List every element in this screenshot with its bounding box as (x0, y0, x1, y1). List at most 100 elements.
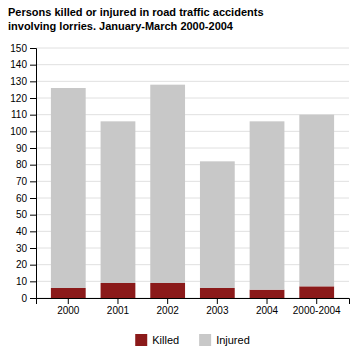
title: Persons killed or injured in road traffi… (8, 6, 264, 32)
x-tick: 2000 (57, 298, 80, 316)
bar (299, 286, 334, 298)
bar (101, 121, 136, 283)
y-tick-label: 40 (16, 226, 28, 237)
y-tick: 0 (21, 293, 36, 304)
bar (51, 288, 86, 298)
x-axis-line (37, 299, 350, 305)
grid-line (36, 64, 349, 65)
legend: Killed Injured (135, 334, 250, 346)
x-tick-mark (68, 298, 69, 304)
x-tick-label: 2003 (206, 305, 229, 316)
y-tick: 10 (16, 276, 36, 287)
title-line: Persons killed or injured in road traffi… (8, 6, 264, 18)
y-tick: 70 (16, 176, 36, 187)
y-tick-mark (30, 248, 36, 249)
legend-swatch (135, 334, 147, 346)
y-tick: 100 (10, 126, 36, 137)
y-axis-line (30, 49, 37, 299)
y-tick-mark (30, 265, 36, 266)
x-tick: 2000-2004 (293, 298, 341, 316)
y-tick-mark (30, 65, 36, 66)
y-tick-label: 80 (16, 159, 28, 170)
y-tick-mark (30, 165, 36, 166)
bars (51, 85, 334, 298)
x-tick: 2003 (206, 298, 229, 316)
series (51, 283, 334, 298)
x-tick-label: 2000 (57, 305, 80, 316)
plot: 0 10 20 30 40 50 60 70 80 90 100 110 120 130 140 150 200… (10, 43, 349, 316)
y-tick-label: 0 (21, 293, 27, 304)
y-tick-mark (30, 148, 36, 149)
y-axis: 0 10 20 30 40 50 60 70 80 90 100 110 120 130 140 150 (10, 43, 36, 304)
y-tick-label: 70 (16, 176, 28, 187)
legend-label: Injured (216, 334, 250, 346)
y-tick-mark (30, 98, 36, 99)
y-tick-label: 50 (16, 209, 28, 220)
y-tick-label: 120 (10, 93, 27, 104)
legend-item: Killed (135, 334, 179, 346)
bar (200, 161, 235, 288)
y-tick: 60 (16, 193, 36, 204)
x-tick-mark (117, 298, 118, 304)
y-tick-label: 130 (10, 76, 27, 87)
y-tick-label: 60 (16, 193, 28, 204)
y-tick-mark (30, 215, 36, 216)
x-tick: 2004 (256, 298, 279, 316)
bar (299, 115, 334, 287)
y-tick-mark (30, 81, 36, 82)
series (51, 85, 334, 290)
y-tick-mark (30, 281, 36, 282)
x-tick-mark (267, 298, 268, 304)
x-tick-label: 2001 (107, 305, 130, 316)
y-tick-mark (30, 231, 36, 232)
title-line: involving lorries. January-March 2000-20… (8, 20, 234, 32)
x-tick-label: 2004 (256, 305, 279, 316)
y-tick: 50 (16, 209, 36, 220)
y-tick: 90 (16, 143, 36, 154)
y-tick: 40 (16, 226, 36, 237)
bar (150, 283, 185, 298)
chart: Persons killed or injured in road traffi… (0, 0, 361, 360)
bar (250, 121, 285, 289)
bar (200, 288, 235, 298)
y-tick-mark (30, 48, 36, 49)
bar (101, 283, 136, 298)
grid (36, 48, 349, 298)
y-tick-mark (30, 115, 36, 116)
bar (150, 85, 185, 283)
y-tick: 150 (10, 43, 36, 54)
y-tick-label: 20 (16, 259, 28, 270)
x-tick-mark (217, 298, 218, 304)
bar (250, 290, 285, 298)
x-tick-mark (167, 298, 168, 304)
y-tick: 20 (16, 259, 36, 270)
legend-label: Killed (152, 334, 179, 346)
y-tick-mark (30, 131, 36, 132)
y-tick: 110 (11, 109, 36, 120)
y-tick: 80 (16, 159, 36, 170)
legend-item: Injured (199, 334, 250, 346)
y-tick-label: 140 (10, 59, 27, 70)
y-tick: 130 (10, 76, 36, 87)
x-tick: 2002 (157, 298, 180, 316)
y-tick-label: 90 (16, 143, 28, 154)
y-tick: 140 (10, 59, 36, 70)
grid-line (36, 48, 349, 49)
grid-line (36, 81, 349, 82)
x-tick-label: 2002 (157, 305, 180, 316)
x-tick-label: 2000-2004 (293, 305, 341, 316)
y-tick-label: 30 (16, 243, 28, 254)
legend-swatch (199, 334, 211, 346)
y-tick-label: 110 (11, 109, 27, 120)
x-tick: 2001 (107, 298, 130, 316)
y-tick-label: 100 (10, 126, 27, 137)
y-tick-mark (30, 298, 36, 299)
x-tick-mark (316, 298, 317, 304)
y-tick-label: 10 (16, 276, 28, 287)
x-axis: 2000 2001 2002 2003 2004 2000-2004 (37, 298, 350, 316)
y-tick-mark (30, 198, 36, 199)
y-tick: 120 (10, 93, 36, 104)
bar (51, 88, 86, 288)
y-tick: 30 (16, 243, 36, 254)
y-tick-mark (30, 181, 36, 182)
